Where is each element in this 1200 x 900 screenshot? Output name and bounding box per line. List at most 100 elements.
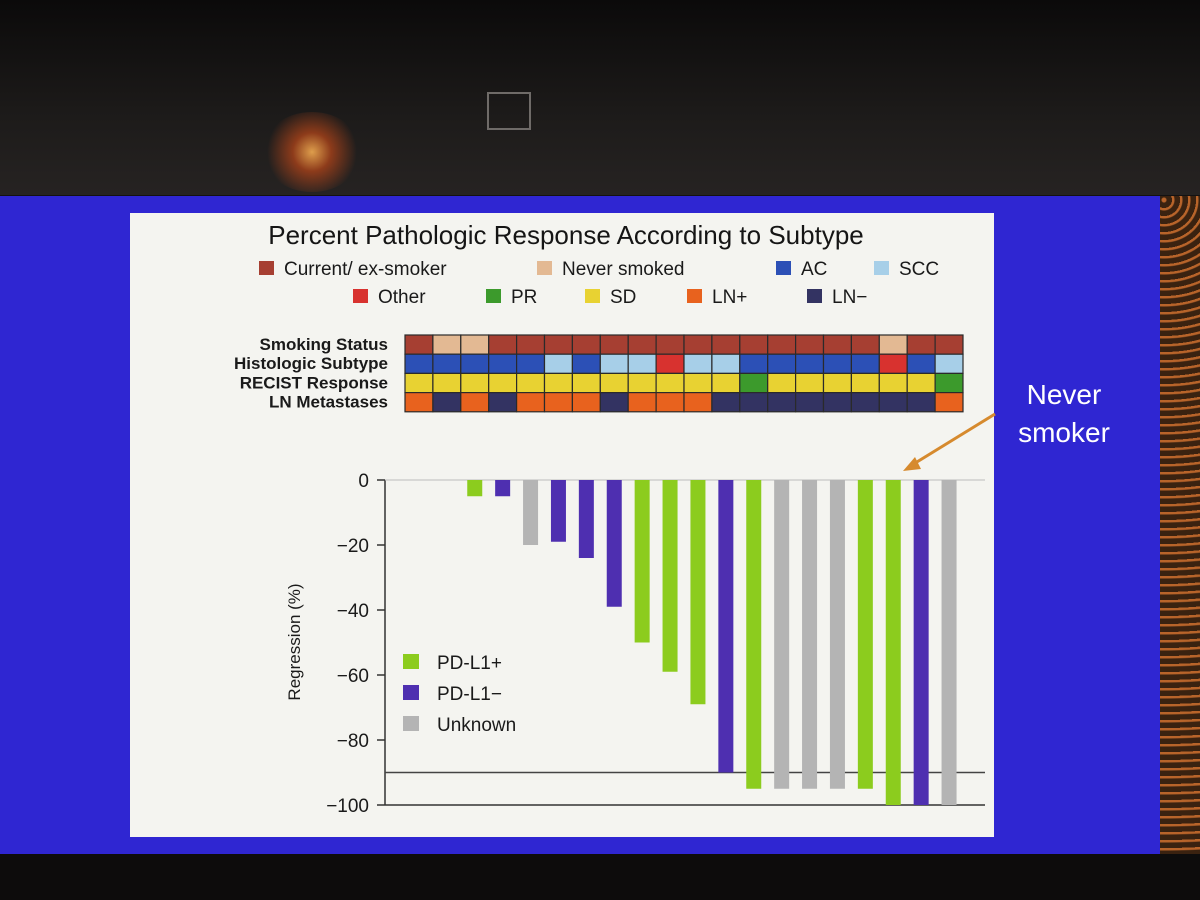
track-cell-1-5: [543, 353, 573, 375]
series-label-2: Unknown: [437, 715, 516, 736]
track-cell-0-13: [767, 334, 797, 355]
bar-4: [523, 480, 539, 545]
track-cell-3-12: [739, 392, 769, 413]
track-cell-3-17: [878, 392, 908, 413]
bar-8: [634, 480, 650, 643]
track-cell-2-0: [404, 372, 434, 394]
track-cell-1-18: [906, 353, 936, 375]
note-line-2: smoker: [1018, 417, 1110, 448]
track-cell-1-17: [878, 353, 908, 375]
bar-10: [690, 480, 706, 705]
legend-label-7: LN+: [712, 287, 747, 308]
track-cell-1-9: [655, 353, 685, 375]
track-cell-0-10: [683, 334, 713, 355]
legend-label-2: AC: [801, 259, 827, 280]
track-cell-2-18: [906, 372, 936, 394]
track-cell-1-12: [739, 353, 769, 375]
track-cell-0-12: [739, 334, 769, 355]
legend-swatch-4: [353, 289, 368, 303]
stage-light: [262, 112, 362, 192]
track-cell-3-5: [543, 392, 573, 413]
track-cell-2-3: [488, 372, 518, 394]
legend-swatch-3: [874, 261, 889, 275]
bar-9: [662, 480, 678, 672]
track-cell-0-4: [515, 334, 546, 355]
track-cell-0-6: [571, 334, 601, 355]
chart-title: Percent Pathologic Response According to…: [268, 220, 864, 250]
track-cell-3-19: [934, 392, 964, 413]
track-cell-2-5: [543, 372, 573, 394]
track-cell-0-5: [543, 334, 573, 355]
bar-16: [857, 480, 873, 789]
track-cell-2-7: [599, 372, 629, 394]
track-cell-0-1: [432, 334, 462, 355]
legend-label-3: SCC: [899, 259, 939, 280]
track-cell-1-4: [515, 353, 546, 375]
track-cell-1-13: [767, 353, 797, 375]
track-cell-3-15: [822, 392, 852, 413]
track-cell-2-10: [683, 372, 713, 394]
track-cell-0-17: [878, 334, 908, 355]
bar-11: [718, 480, 734, 773]
track-cell-1-0: [404, 353, 434, 375]
bar-19: [941, 480, 957, 805]
bar-15: [829, 480, 845, 789]
track-cell-0-7: [599, 334, 629, 355]
bar-7: [606, 480, 622, 607]
track-label-0: Smoking Status: [260, 335, 388, 354]
track-cell-2-13: [767, 372, 797, 394]
y-tick-label-2: −40: [337, 601, 369, 622]
track-cell-2-6: [571, 372, 601, 394]
track-cell-3-3: [488, 392, 518, 413]
track-cell-3-2: [460, 392, 490, 413]
track-cell-0-8: [627, 334, 657, 355]
track-cell-1-3: [488, 353, 518, 375]
series-swatch-1: [403, 685, 419, 700]
track-cell-1-1: [432, 353, 462, 375]
track-cell-2-4: [515, 372, 546, 394]
legend-label-5: PR: [511, 287, 537, 308]
legend-label-6: SD: [610, 287, 636, 308]
track-cell-1-15: [822, 353, 852, 375]
track-cell-2-9: [655, 372, 685, 394]
track-cell-3-0: [404, 392, 434, 413]
bar-3: [495, 480, 511, 497]
track-cell-2-8: [627, 372, 657, 394]
bar-6: [578, 480, 594, 558]
track-cell-2-17: [878, 372, 908, 394]
track-cell-1-16: [850, 353, 880, 375]
track-label-1: Histologic Subtype: [234, 354, 388, 373]
bar-13: [774, 480, 790, 789]
track-cell-3-11: [711, 392, 741, 413]
track-cell-0-18: [906, 334, 936, 355]
track-cell-3-18: [906, 392, 936, 413]
track-cell-0-9: [655, 334, 685, 355]
annotation-arrow-head: [903, 457, 921, 471]
bar-17: [885, 480, 901, 805]
room-floor: [0, 854, 1200, 900]
track-cell-3-7: [599, 392, 629, 413]
legend-label-4: Other: [378, 287, 426, 308]
y-axis-title: Regression (%): [285, 583, 304, 700]
track-label-2: RECIST Response: [240, 373, 388, 392]
track-cell-0-16: [850, 334, 880, 355]
track-label-3: LN Metastases: [269, 393, 388, 412]
legend-swatch-7: [687, 289, 702, 303]
track-cell-2-1: [432, 372, 462, 394]
led-wall: [1160, 196, 1200, 856]
track-cell-1-8: [627, 353, 657, 375]
series-label-1: PD-L1−: [437, 684, 502, 705]
legend-label-8: LN−: [832, 287, 867, 308]
never-smoker-note: Never smoker: [1000, 376, 1128, 452]
track-cell-2-15: [822, 372, 852, 394]
legend-swatch-5: [486, 289, 501, 303]
series-swatch-2: [403, 716, 419, 731]
track-cell-1-7: [599, 353, 629, 375]
track-cell-1-6: [571, 353, 601, 375]
track-cell-0-15: [822, 334, 852, 355]
track-cell-2-14: [794, 372, 825, 394]
y-tick-label-3: −60: [337, 666, 369, 687]
ceiling-fixture: [487, 92, 531, 130]
track-cell-0-0: [404, 334, 434, 355]
annotation-arrow-line: [911, 412, 996, 467]
